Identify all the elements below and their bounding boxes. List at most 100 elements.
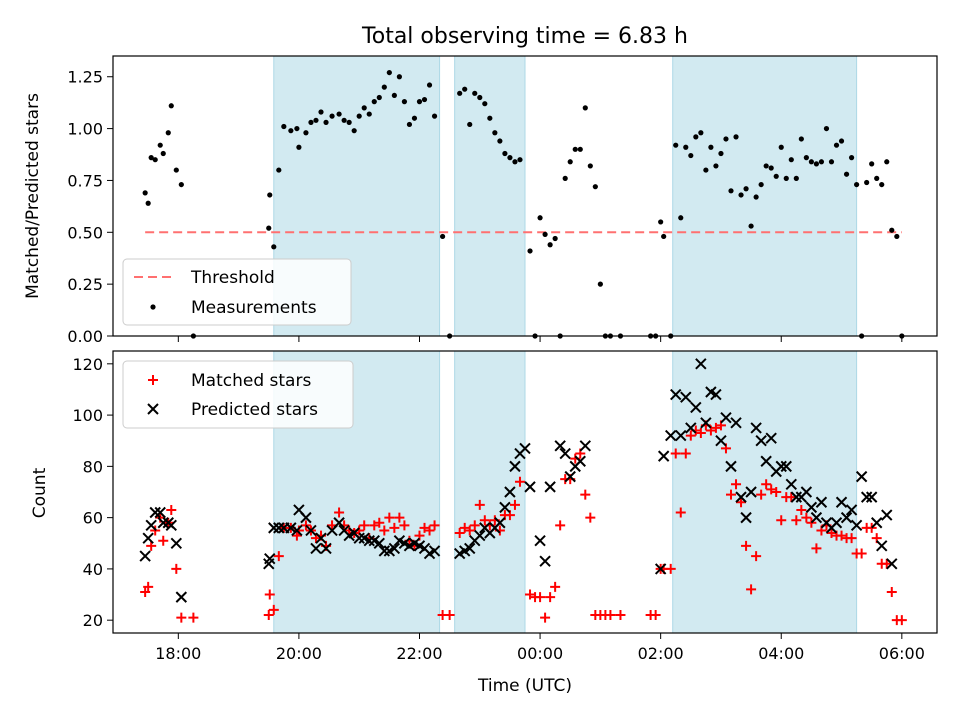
matched-stars-point: [550, 581, 561, 592]
predicted-stars-point: [881, 509, 893, 521]
measurement-point: [356, 113, 362, 119]
predicted-stars-point: [805, 501, 818, 514]
predicted-stars-point: [775, 460, 787, 473]
measurement-point: [361, 105, 367, 111]
measurement-point: [308, 119, 314, 125]
measurement-point: [497, 138, 503, 144]
measurement-point: [894, 233, 900, 240]
bottom-legend: Matched stars Predicted stars: [122, 360, 354, 429]
predicted-stars-point: [725, 460, 737, 473]
bottom-shaded-interval: [672, 350, 858, 634]
predicted-stars-point: [273, 522, 285, 534]
measurement-point: [778, 144, 784, 150]
predicted-stars-point: [730, 417, 742, 429]
measurement-point: [552, 235, 558, 242]
matched-stars-point: [140, 586, 151, 597]
measurement-point: [748, 223, 754, 229]
predicted-stars-point: [165, 519, 177, 532]
matched-stars-point: [836, 530, 847, 541]
matched-stars-point: [359, 520, 370, 531]
matched-stars-point: [555, 520, 566, 531]
measurement-point: [294, 125, 300, 132]
measurement-point: [537, 215, 543, 221]
measurement-point: [874, 175, 880, 181]
matched-stars-point: [731, 479, 742, 490]
matched-stars-point: [896, 615, 907, 626]
measurement-point: [818, 159, 825, 165]
predicted-stars-point: [745, 486, 757, 498]
measurement-point: [318, 109, 324, 115]
matched-stars-point: [389, 522, 400, 533]
matched-stars-point: [171, 563, 182, 574]
measurement-point: [823, 125, 830, 132]
matched-stars-point: [881, 558, 892, 569]
measurement-point: [708, 144, 714, 150]
top-y-tick-label: 0.50: [67, 223, 103, 242]
matched-stars-point: [665, 563, 676, 574]
matched-stars-point: [143, 581, 154, 592]
bottom-panel: 20 40 60 80 100 120 18:00 20:00 22:00 00:00 02:00 0…: [72, 350, 938, 663]
bottom-y-tick-label: 60: [83, 509, 103, 528]
measurement-point: [884, 159, 890, 165]
predicted-stars-point: [559, 447, 571, 460]
matched-stars-point: [394, 512, 405, 523]
measurement-point: [798, 136, 804, 142]
measurement-point: [587, 163, 593, 169]
predicted-stars-legend-label: Predicted stars: [191, 400, 318, 420]
measurement-point: [406, 121, 413, 128]
measurement-point: [577, 146, 583, 152]
measurement-point: [753, 194, 759, 200]
matched-stars-point: [379, 525, 390, 536]
matched-stars-point: [419, 522, 430, 533]
measurement-point: [142, 190, 148, 196]
predicted-stars-point: [740, 511, 752, 524]
bottom-x-tick-label: 06:00: [879, 644, 925, 663]
measurement-point: [768, 165, 774, 171]
measurement-point: [426, 82, 433, 88]
measurement-point: [165, 130, 171, 136]
predicted-stars-point: [579, 440, 592, 452]
measurement-point: [440, 233, 446, 240]
measurement-point: [582, 105, 588, 111]
measurement-point: [152, 157, 158, 163]
predicted-stars-point: [780, 460, 792, 473]
measurement-point: [738, 192, 744, 198]
matched-stars-point: [856, 548, 867, 559]
measurement-point: [693, 134, 699, 140]
measurement-point: [411, 115, 418, 121]
measurement-point: [833, 142, 840, 148]
top-y-tick-label: 0.00: [67, 327, 103, 346]
measurement-point: [793, 175, 799, 181]
matched-stars-point: [680, 448, 691, 459]
predicted-stars-point: [735, 491, 747, 503]
bottom-x-tick-label: 04:00: [758, 644, 804, 663]
predicted-stars-point: [142, 532, 154, 544]
chart-title: Total observing time = 6.83 h: [361, 24, 688, 49]
measurement-point: [472, 90, 478, 96]
measurement-point: [728, 188, 734, 194]
predicted-stars-point: [654, 563, 667, 575]
measurement-point: [157, 142, 163, 148]
predicted-stars-point: [534, 535, 546, 547]
measurement-point: [683, 144, 689, 150]
matched-stars-point: [525, 589, 536, 600]
matched-stars-point: [605, 610, 616, 621]
measurement-point: [813, 161, 820, 167]
top-y-axis-label: Matched/Predicted stars: [23, 93, 43, 299]
measurement-point: [567, 159, 573, 165]
measurement-point: [386, 69, 392, 76]
predicted-stars-point: [865, 491, 878, 503]
measurement-point: [145, 200, 151, 206]
measurement-point: [329, 113, 335, 119]
predicted-stars-point: [149, 506, 161, 519]
measurement-point: [168, 103, 174, 109]
matched-stars-point: [535, 592, 546, 603]
measurement-point: [661, 233, 667, 240]
matched-stars-point: [454, 528, 465, 539]
predicted-stars-point: [300, 511, 312, 524]
matched-stars-point: [801, 512, 812, 523]
bottom-shaded-interval: [454, 350, 526, 634]
predicted-stars-point: [310, 542, 322, 555]
predicted-stars-point: [765, 432, 777, 444]
top-y-tick-label: 0.75: [67, 171, 103, 190]
